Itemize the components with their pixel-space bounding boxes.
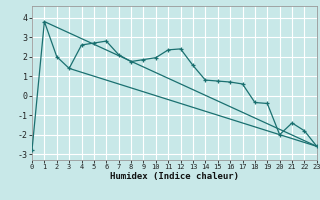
X-axis label: Humidex (Indice chaleur): Humidex (Indice chaleur) [110, 172, 239, 181]
